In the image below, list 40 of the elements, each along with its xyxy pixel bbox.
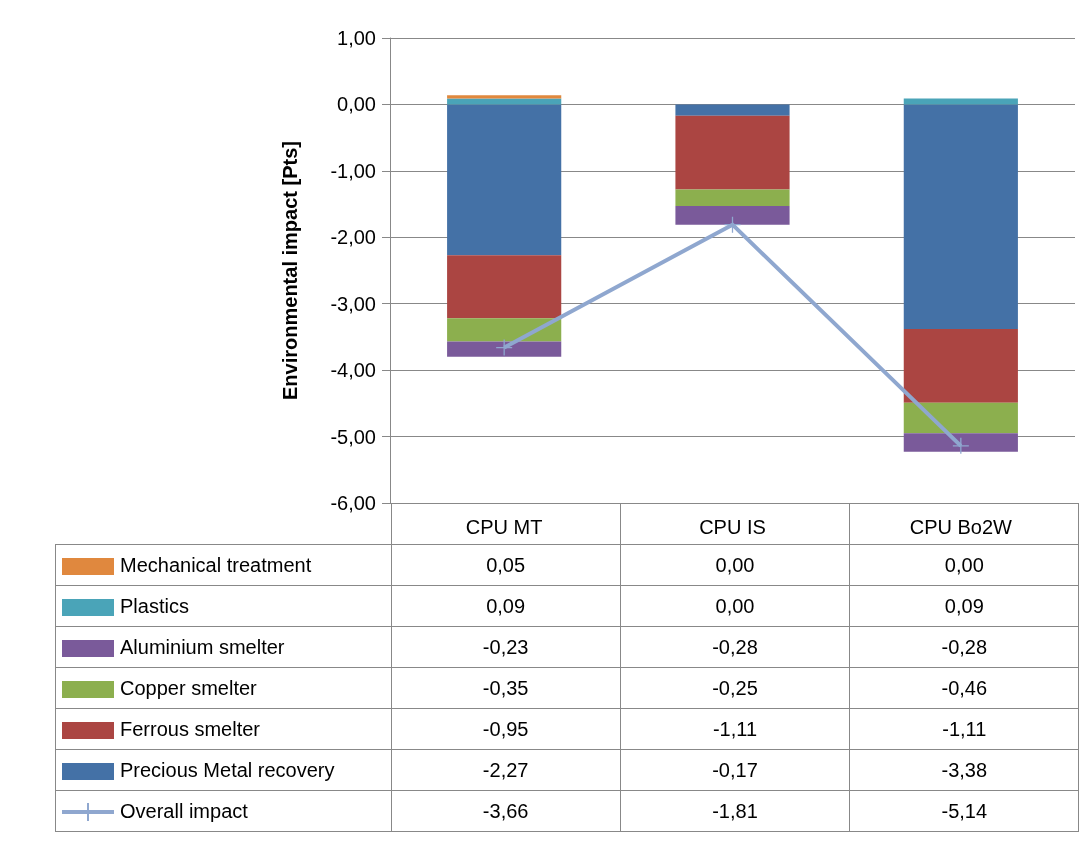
data-label: -1,11 — [849, 708, 1079, 750]
data-label: -0,28 — [620, 626, 850, 668]
data-label: -3,38 — [849, 749, 1079, 791]
data-label: 0,00 — [620, 585, 850, 627]
data-label: 0,05 — [391, 544, 621, 586]
legend-label: Overall impact — [55, 790, 391, 832]
y-tick-label: -1,00 — [330, 159, 376, 182]
data-label: -0,17 — [620, 749, 850, 791]
y-tick-label: 1,00 — [337, 27, 376, 49]
x-tick-label: CPU IS — [699, 516, 766, 538]
data-label: 0,09 — [849, 585, 1079, 627]
data-label: 0,00 — [620, 544, 850, 586]
data-label: -1,81 — [620, 790, 850, 832]
legend-label: Plastics — [55, 585, 391, 627]
y-tick-label: -3,00 — [330, 292, 376, 315]
legend-label: Aluminium smelter — [55, 626, 391, 668]
data-label: 0,00 — [849, 544, 1079, 586]
data-label: -0,35 — [391, 667, 621, 709]
legend-label: Ferrous smelter — [55, 708, 391, 750]
legend-label: Precious Metal recovery — [55, 749, 391, 791]
data-label: -3,66 — [391, 790, 621, 832]
y-tick-label: 0,00 — [337, 93, 376, 116]
x-tick-label: CPU MT — [465, 516, 543, 538]
data-label: -0,28 — [849, 626, 1079, 668]
data-label: -2,27 — [391, 749, 621, 791]
data-label: -0,25 — [620, 667, 850, 709]
data-label: 0,09 — [391, 585, 621, 627]
y-tick-label: -6,00 — [330, 492, 376, 514]
legend-label: Copper smelter — [55, 667, 391, 709]
data-label: -0,95 — [391, 708, 621, 750]
y-axis-title: Environmental impact [Pts] — [279, 141, 301, 400]
data-label: -0,23 — [391, 626, 621, 668]
legend-label: Mechanical treatment — [55, 544, 391, 586]
data-label: -1,11 — [620, 708, 850, 750]
x-tick-label: CPU Bo2W — [909, 516, 1013, 538]
y-tick-label: -4,00 — [330, 359, 376, 382]
y-tick-label: -5,00 — [330, 425, 376, 448]
data-label: -0,46 — [849, 667, 1079, 709]
y-tick-label: -2,00 — [330, 226, 376, 249]
data-label: -5,14 — [849, 790, 1079, 832]
